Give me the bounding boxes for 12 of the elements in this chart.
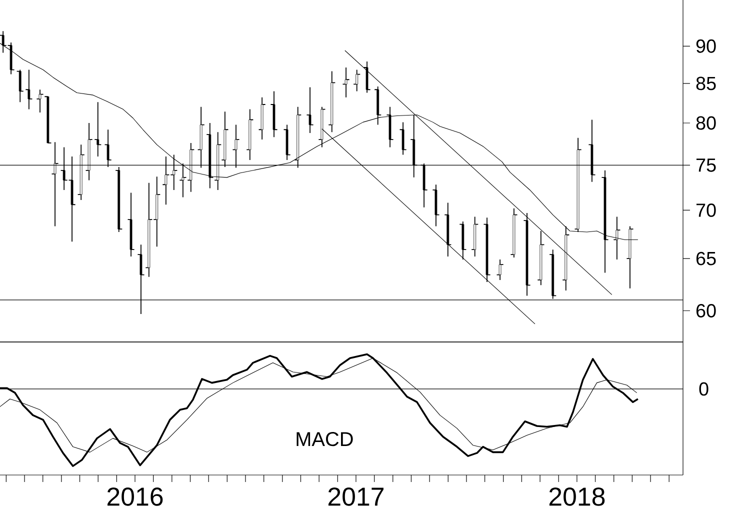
y-tick-label: 75 bbox=[696, 158, 716, 172]
y-tick-label: 80 bbox=[696, 116, 716, 130]
y-tick-label: 90 bbox=[696, 39, 716, 53]
x-tick-label: 2017 bbox=[328, 488, 384, 506]
ref-line-label: 0 bbox=[699, 382, 708, 396]
x-tick-label: 2018 bbox=[549, 488, 605, 506]
y-tick-label: 65 bbox=[696, 252, 716, 266]
x-tick-label: 2016 bbox=[107, 488, 163, 506]
y-tick-label: 60 bbox=[696, 304, 716, 318]
annotation: MACD bbox=[296, 432, 353, 446]
y-tick-label: 70 bbox=[696, 204, 716, 217]
y-tick-label: 85 bbox=[696, 76, 716, 90]
